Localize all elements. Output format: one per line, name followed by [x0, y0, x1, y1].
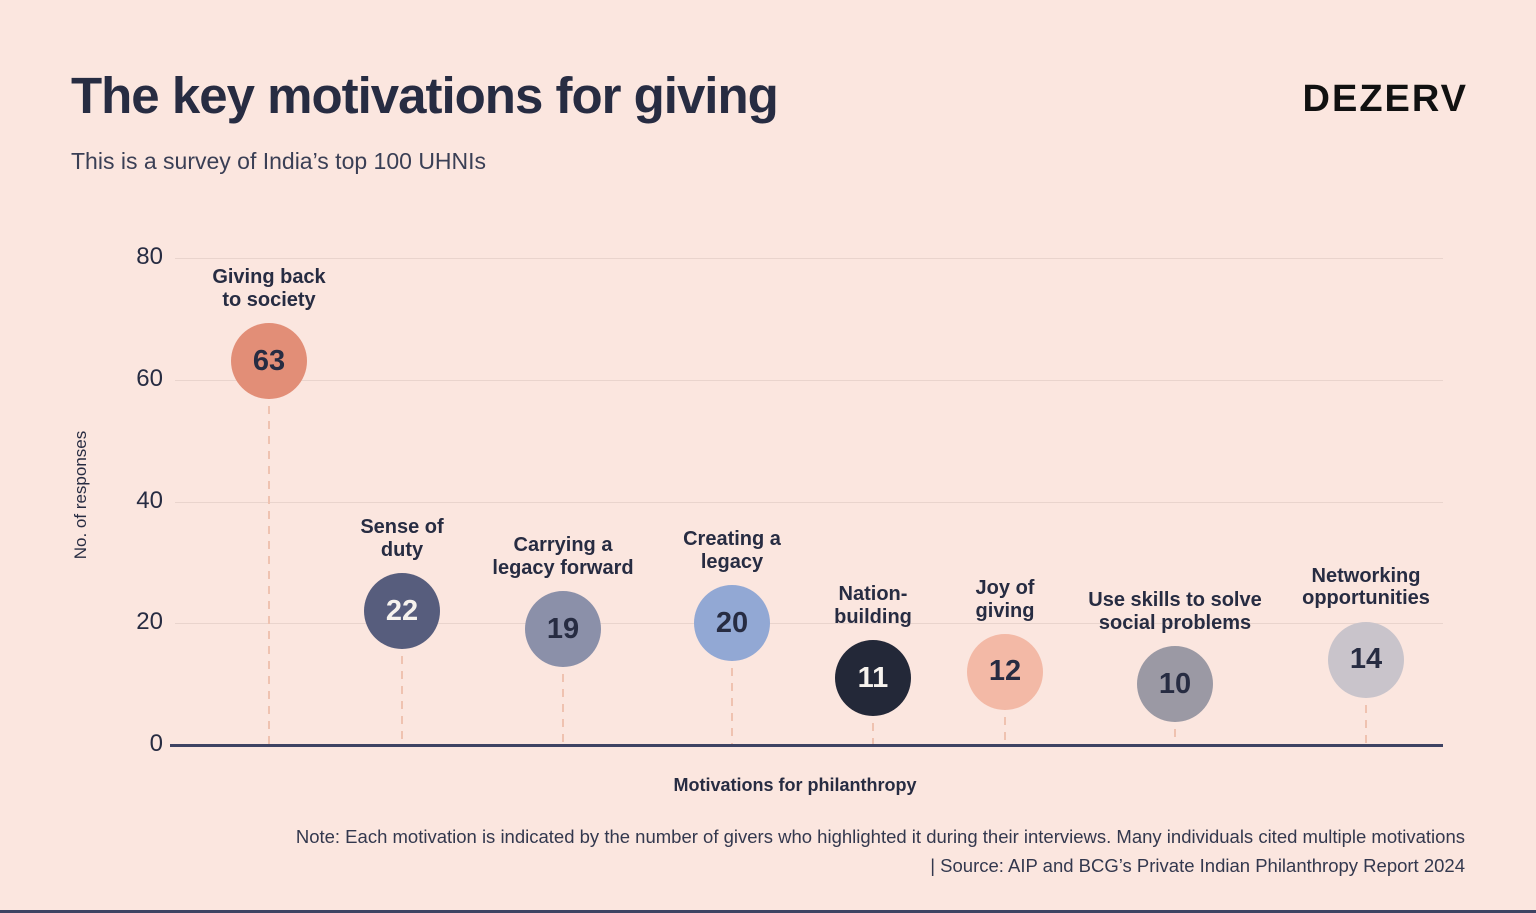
y-tick-label-60: 60 — [136, 364, 163, 392]
dezerv-logo: DEZERV — [1302, 78, 1468, 120]
x-axis-title: Motivations for philanthropy — [673, 775, 917, 795]
source-line: | Source: AIP and BCG’s Private Indian P… — [930, 855, 1465, 876]
y-tick-label-80: 80 — [136, 243, 163, 270]
bubble-4: 20 — [694, 585, 770, 662]
bubble-stem — [1365, 659, 1367, 745]
bubble-2: 22 — [364, 573, 440, 650]
bubble-label-2: Sense of duty — [360, 515, 444, 561]
bubble-label-4: Creating a legacy — [683, 528, 781, 573]
gridline-40 — [175, 501, 1443, 503]
note-line: Note: Each motivation is indicated by th… — [295, 826, 1465, 847]
bubble-stem — [401, 611, 403, 745]
page-title: The key motivations for giving — [71, 67, 779, 124]
bubble-stem — [268, 361, 270, 745]
y-tick-label-0: 0 — [149, 730, 163, 757]
gridline-80 — [175, 258, 1443, 259]
bubble-7: 10 — [1137, 646, 1213, 723]
bubble-label-6: Joy of giving — [975, 576, 1035, 622]
bubble-label-1: Giving back to society — [212, 266, 326, 311]
bubble-1: 63 — [231, 323, 307, 400]
page-subtitle: This is a survey of India’s top 100 UHNI… — [71, 148, 487, 174]
bubble-label-7: Use skills to solve social problems — [1088, 588, 1262, 634]
bubble-label-5: Nation- building — [834, 582, 912, 628]
bubble-5: 11 — [835, 640, 911, 717]
bubble-label-8: Networking opportunities — [1302, 564, 1430, 610]
x-axis-baseline — [170, 744, 1443, 747]
bottom-edge-divider — [0, 910, 1536, 913]
y-tick-label-20: 20 — [136, 608, 163, 636]
bubble-stem — [731, 623, 733, 745]
bubble-stem — [562, 629, 564, 745]
bubble-6: 12 — [967, 633, 1043, 710]
gridline-60 — [175, 379, 1443, 381]
bubble-3: 19 — [525, 591, 601, 668]
bubble-8: 14 — [1328, 621, 1404, 698]
footer-note: Note: Each motivation is indicated by th… — [296, 822, 1465, 880]
bubble-label-3: Carrying a legacy forward — [492, 534, 634, 579]
gridline-20 — [175, 623, 1443, 625]
y-tick-label-40: 40 — [136, 486, 163, 514]
